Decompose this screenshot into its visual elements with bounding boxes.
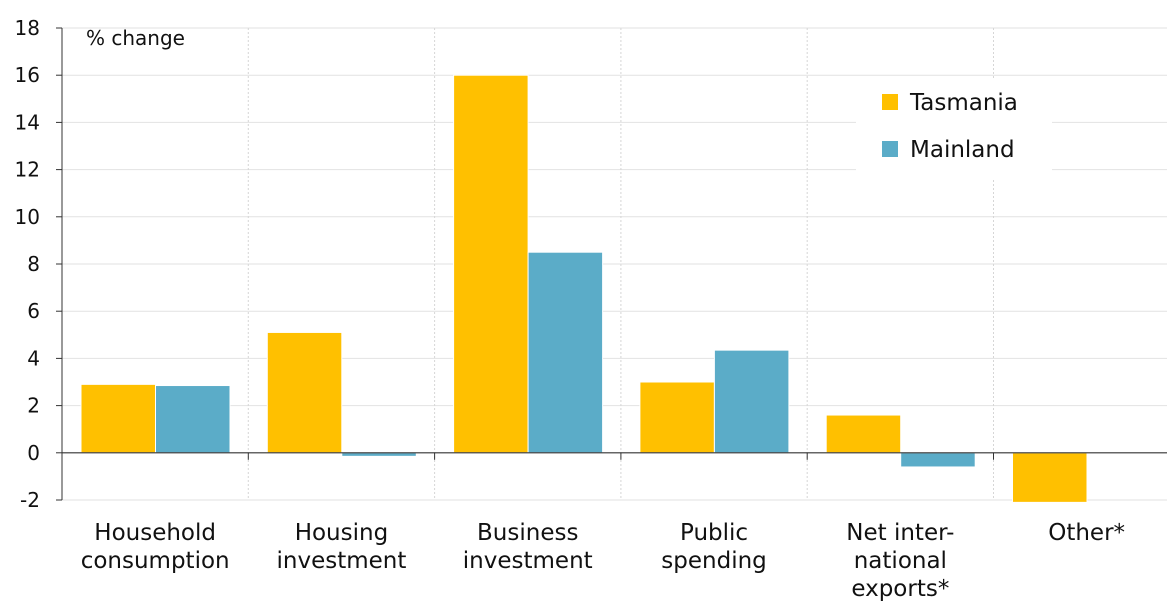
category-label-line: consumption [81,548,230,574]
bar-tasmania [825,414,902,454]
category-label-line: national [854,548,947,574]
legend-swatch-tasmania [882,94,898,110]
category-label-line: investment [463,548,593,574]
y-tick-label: 14 [15,110,40,134]
category-label-line: Other* [1048,520,1125,546]
legend-label-tasmania: Tasmania [909,90,1018,116]
category-label-line: exports* [851,576,949,602]
category-label-line: investment [277,548,407,574]
category-label-line: spending [661,548,766,574]
category-label: Net inter-national exports* [846,520,954,602]
legend-label-mainland: Mainland [910,137,1015,163]
legend-swatch-mainland [882,141,898,157]
unit-label: % change [86,26,185,50]
category-label: Business investment [463,520,593,574]
category-label-line: Business [477,520,578,546]
category-label: Household consumption [81,520,230,574]
y-tick-label: -2 [20,488,40,512]
y-tick-label: 2 [27,394,40,418]
y-tick-label: 4 [27,346,40,370]
bar-tasmania [453,74,529,454]
category-label: Housing investment [277,520,407,574]
legend: Tasmania Mainland [856,80,1052,180]
bar-mainland [900,452,976,468]
y-tick-label: 10 [15,205,40,229]
category-label-line: Net inter- [846,520,954,546]
bar-tasmania [639,381,715,454]
y-tick-label: 12 [15,158,40,182]
bar-mainland [713,349,790,454]
y-tick-label: 16 [15,63,40,87]
bar-mainland [527,251,604,454]
y-tick-label: 18 [15,16,40,40]
bar-tasmania [80,383,156,454]
category-label-line: Housing [295,520,389,546]
category-label: Other* [1048,520,1125,546]
category-label-line: Household [94,520,216,546]
y-tick-label: 6 [27,299,40,323]
y-tick-label: 0 [27,441,40,465]
bar-tasmania [1012,452,1088,503]
category-label-line: Public [680,520,748,546]
bar-tasmania [266,331,343,454]
y-tick-label: 8 [27,252,40,276]
category-label: Public spending [661,520,766,574]
grid-layer [62,27,1167,501]
bar-mainland [155,385,231,454]
bar-layer [80,74,1088,503]
